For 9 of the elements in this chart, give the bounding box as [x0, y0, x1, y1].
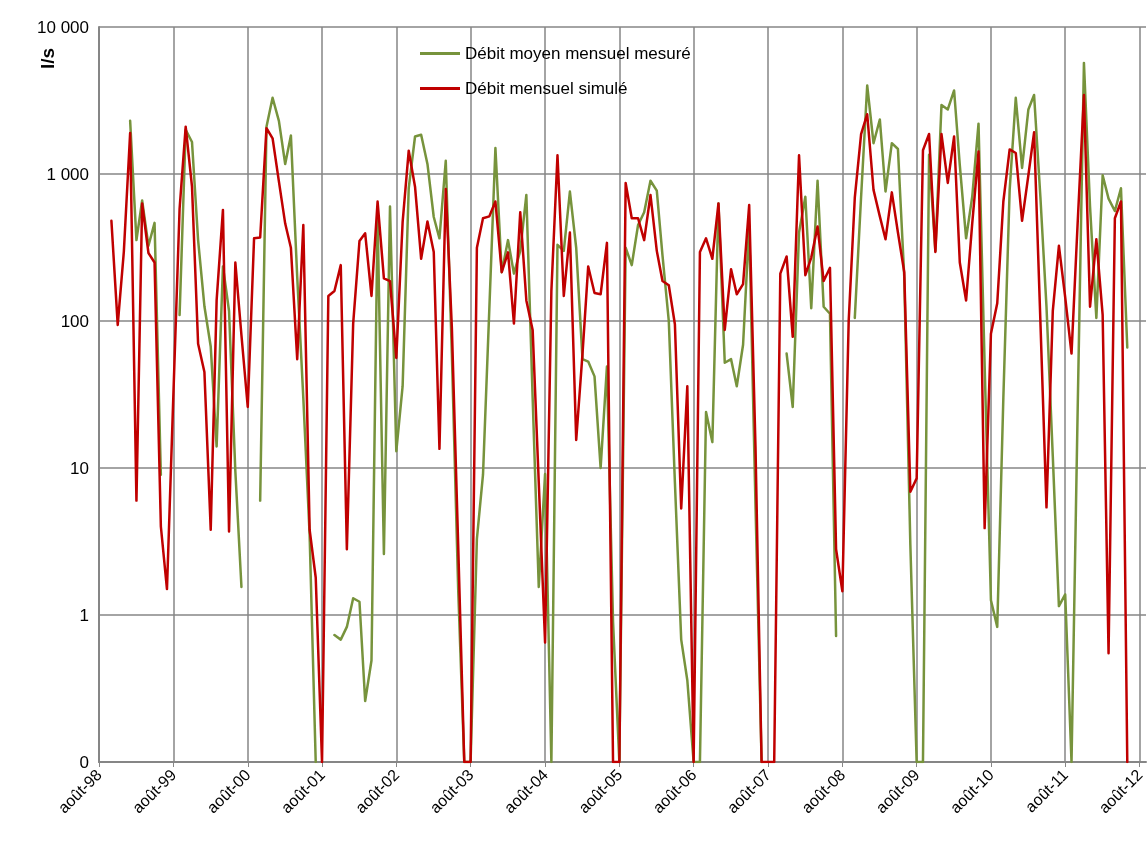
y-tick-label: 1: [79, 605, 89, 625]
y-tick-label: 1 000: [46, 164, 89, 184]
y-tick-label: 10: [70, 458, 89, 478]
y-axis-title: l/s: [37, 48, 58, 70]
y-tick-label: 10 000: [37, 17, 89, 37]
legend-label: Débit moyen mensuel mesuré: [465, 44, 691, 63]
legend-label: Débit mensuel simulé: [465, 79, 628, 98]
y-tick-label: 0: [79, 752, 89, 772]
y-tick-label: 100: [60, 311, 89, 331]
